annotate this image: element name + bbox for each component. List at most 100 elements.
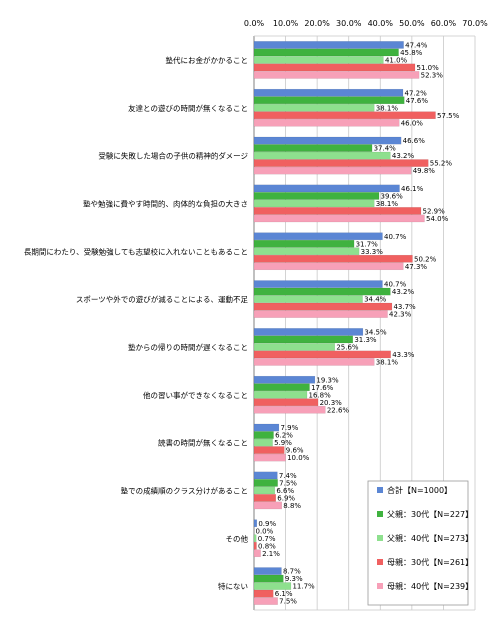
bar — [253, 479, 278, 487]
bar — [253, 136, 402, 145]
data-label: 57.5% — [437, 112, 460, 120]
category-label: 特にない — [218, 581, 248, 591]
bar — [253, 446, 285, 454]
bar — [253, 280, 383, 288]
data-label: 7.9% — [280, 424, 298, 432]
data-label: 47.2% — [405, 89, 428, 97]
bar — [253, 247, 360, 256]
data-label: 47.6% — [406, 97, 429, 105]
bar — [253, 295, 363, 303]
bar — [253, 390, 308, 399]
data-label: 17.6% — [311, 384, 334, 392]
bar — [253, 111, 436, 120]
data-label: 38.1% — [376, 104, 399, 112]
category-label: 塾や勉強に費やす時間的、肉体的な負担の大きさ — [83, 198, 248, 208]
bar — [253, 184, 400, 193]
data-label: 43.2% — [392, 152, 415, 160]
category-label: 塾からの帰りの時間が遅くなること — [128, 342, 248, 352]
data-label: 16.8% — [309, 391, 332, 399]
data-label: 43.3% — [392, 351, 415, 359]
data-label: 25.6% — [336, 344, 359, 352]
bar — [253, 199, 375, 208]
data-label: 45.8% — [400, 49, 423, 57]
data-label: 6.6% — [276, 487, 294, 495]
data-label: 20.3% — [320, 399, 343, 407]
bar — [253, 166, 412, 175]
bar — [253, 103, 375, 112]
bar — [253, 144, 373, 152]
data-label: 10.0% — [287, 454, 310, 462]
bar — [253, 423, 280, 432]
legend-label: 母親：30代【N=261】 — [387, 557, 473, 567]
bar — [253, 383, 310, 392]
data-label: 37.4% — [374, 145, 397, 153]
bar — [253, 589, 274, 598]
data-label: 50.2% — [414, 255, 437, 263]
data-label: 49.8% — [413, 167, 436, 175]
legend-swatch — [377, 583, 383, 589]
category-label: 他の習い事ができなくなること — [143, 390, 248, 400]
bar — [253, 41, 404, 49]
bar — [253, 343, 336, 351]
bar — [253, 71, 420, 79]
bar — [253, 494, 276, 502]
bar — [253, 328, 364, 336]
data-label: 47.4% — [405, 42, 428, 50]
data-label: 40.7% — [384, 233, 407, 241]
x-tick-label: 30.0% — [336, 19, 362, 28]
legend-label: 父親：30代【N=227】 — [387, 509, 473, 519]
data-label: 6.2% — [275, 432, 293, 440]
bar — [253, 262, 404, 271]
data-label: 46.1% — [401, 185, 424, 193]
category-label: 友達との遊びの時間が無くなること — [128, 103, 248, 113]
x-tick-label: 70.0% — [462, 19, 488, 28]
data-label: 34.5% — [364, 329, 387, 337]
bar — [253, 398, 319, 407]
bar — [253, 350, 391, 359]
bar — [253, 192, 380, 200]
bar — [253, 48, 399, 57]
legend-swatch — [377, 559, 383, 565]
x-tick-label: 50.0% — [399, 19, 425, 28]
data-label: 6.1% — [275, 590, 293, 598]
bar — [253, 375, 316, 384]
data-label: 0.7% — [258, 535, 276, 543]
data-label: 7.4% — [279, 472, 297, 480]
data-label: 43.7% — [393, 303, 416, 311]
legend-label: 父親：40代【N=273】 — [387, 533, 473, 543]
x-tick-label: 10.0% — [273, 19, 299, 28]
bar — [253, 549, 261, 558]
legend-swatch — [377, 535, 383, 541]
data-label: 39.6% — [381, 193, 404, 201]
bar — [253, 310, 388, 318]
legend-box — [367, 480, 469, 606]
bar — [253, 151, 391, 160]
legend-label: 母親：40代【N=239】 — [387, 581, 473, 591]
data-label: 51.0% — [417, 64, 440, 72]
data-label: 52.3% — [421, 72, 444, 80]
bar — [253, 63, 416, 72]
bar — [253, 207, 422, 215]
bar — [253, 254, 413, 263]
data-label: 22.6% — [327, 406, 350, 414]
bar — [253, 574, 284, 583]
x-tick-label: 40.0% — [368, 19, 394, 28]
data-label: 0.8% — [258, 542, 276, 550]
data-label: 31.3% — [354, 336, 377, 344]
data-label: 9.6% — [286, 447, 304, 455]
bar — [253, 541, 257, 550]
bar — [253, 159, 429, 167]
bar — [253, 56, 384, 64]
data-label: 7.5% — [279, 480, 297, 488]
data-label: 8.8% — [283, 502, 301, 510]
bar — [253, 96, 405, 105]
data-label: 5.9% — [274, 439, 292, 447]
data-label: 46.0% — [401, 119, 424, 127]
data-label: 47.3% — [405, 263, 428, 271]
data-label: 46.6% — [403, 137, 426, 145]
bar — [253, 597, 278, 605]
data-label: 31.7% — [356, 240, 379, 248]
bar — [253, 486, 276, 495]
